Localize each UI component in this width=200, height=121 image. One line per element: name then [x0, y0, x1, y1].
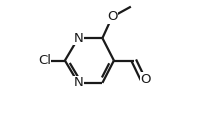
Text: Cl: Cl [38, 54, 51, 67]
Text: N: N [73, 76, 83, 89]
Text: O: O [107, 10, 117, 23]
Text: O: O [141, 73, 151, 86]
Text: N: N [73, 32, 83, 45]
